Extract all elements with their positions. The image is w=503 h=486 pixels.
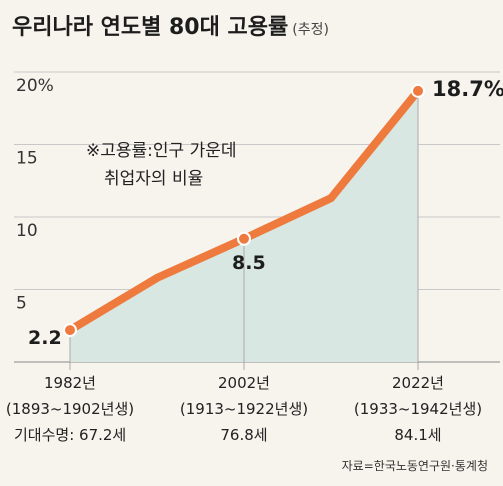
area-fill (70, 90, 418, 362)
y-axis-labels: 20% 15 10 5 (16, 76, 54, 314)
data-label: 2.2 (28, 327, 62, 349)
x-label-year: 1982년 (44, 374, 96, 392)
y-tick-label: 15 (16, 149, 38, 169)
y-tick-label: 20% (16, 76, 54, 96)
y-tick-label: 5 (16, 294, 27, 314)
data-label: 18.7% (432, 77, 503, 101)
data-point (237, 231, 251, 246)
x-label-year: 2022년 (392, 374, 444, 392)
x-label-life-expectancy: 76.8세 (220, 426, 267, 444)
chart-title: 우리나라 연도별 80대 고용률 (12, 15, 288, 40)
data-point (411, 83, 425, 98)
area-layer (70, 90, 418, 362)
x-label-year: 2002년 (218, 374, 270, 392)
annotation-line-2: 취업자의 비율 (104, 169, 203, 189)
line-layer (63, 83, 425, 338)
annotation: ※고용률:인구 가운데 취업자의 비율 (86, 141, 237, 189)
source-note: 자료=한국노동연구원·통계청 (342, 459, 488, 473)
x-label-cohort: (1893~1902년생) (6, 400, 134, 418)
x-axis-labels: 1982년 (1893~1902년생) 기대수명: 67.2세 2002년 (1913~… (6, 374, 482, 444)
data-label: 8.5 (232, 252, 266, 274)
data-point (63, 323, 77, 338)
x-label-life-expectancy: 기대수명: 67.2세 (14, 426, 126, 444)
x-label-cohort: (1933~1942년생) (354, 400, 482, 418)
y-tick-label: 10 (16, 221, 38, 241)
x-label-life-expectancy: 84.1세 (394, 426, 441, 444)
point-labels: 2.2 8.5 18.7% (28, 77, 503, 349)
title-group: 우리나라 연도별 80대 고용률 (추정) (12, 15, 329, 40)
x-label-cohort: (1913~1922년생) (180, 400, 308, 418)
chart-subtitle: (추정) (292, 22, 329, 38)
annotation-line-1: ※고용률:인구 가운데 (86, 141, 237, 161)
